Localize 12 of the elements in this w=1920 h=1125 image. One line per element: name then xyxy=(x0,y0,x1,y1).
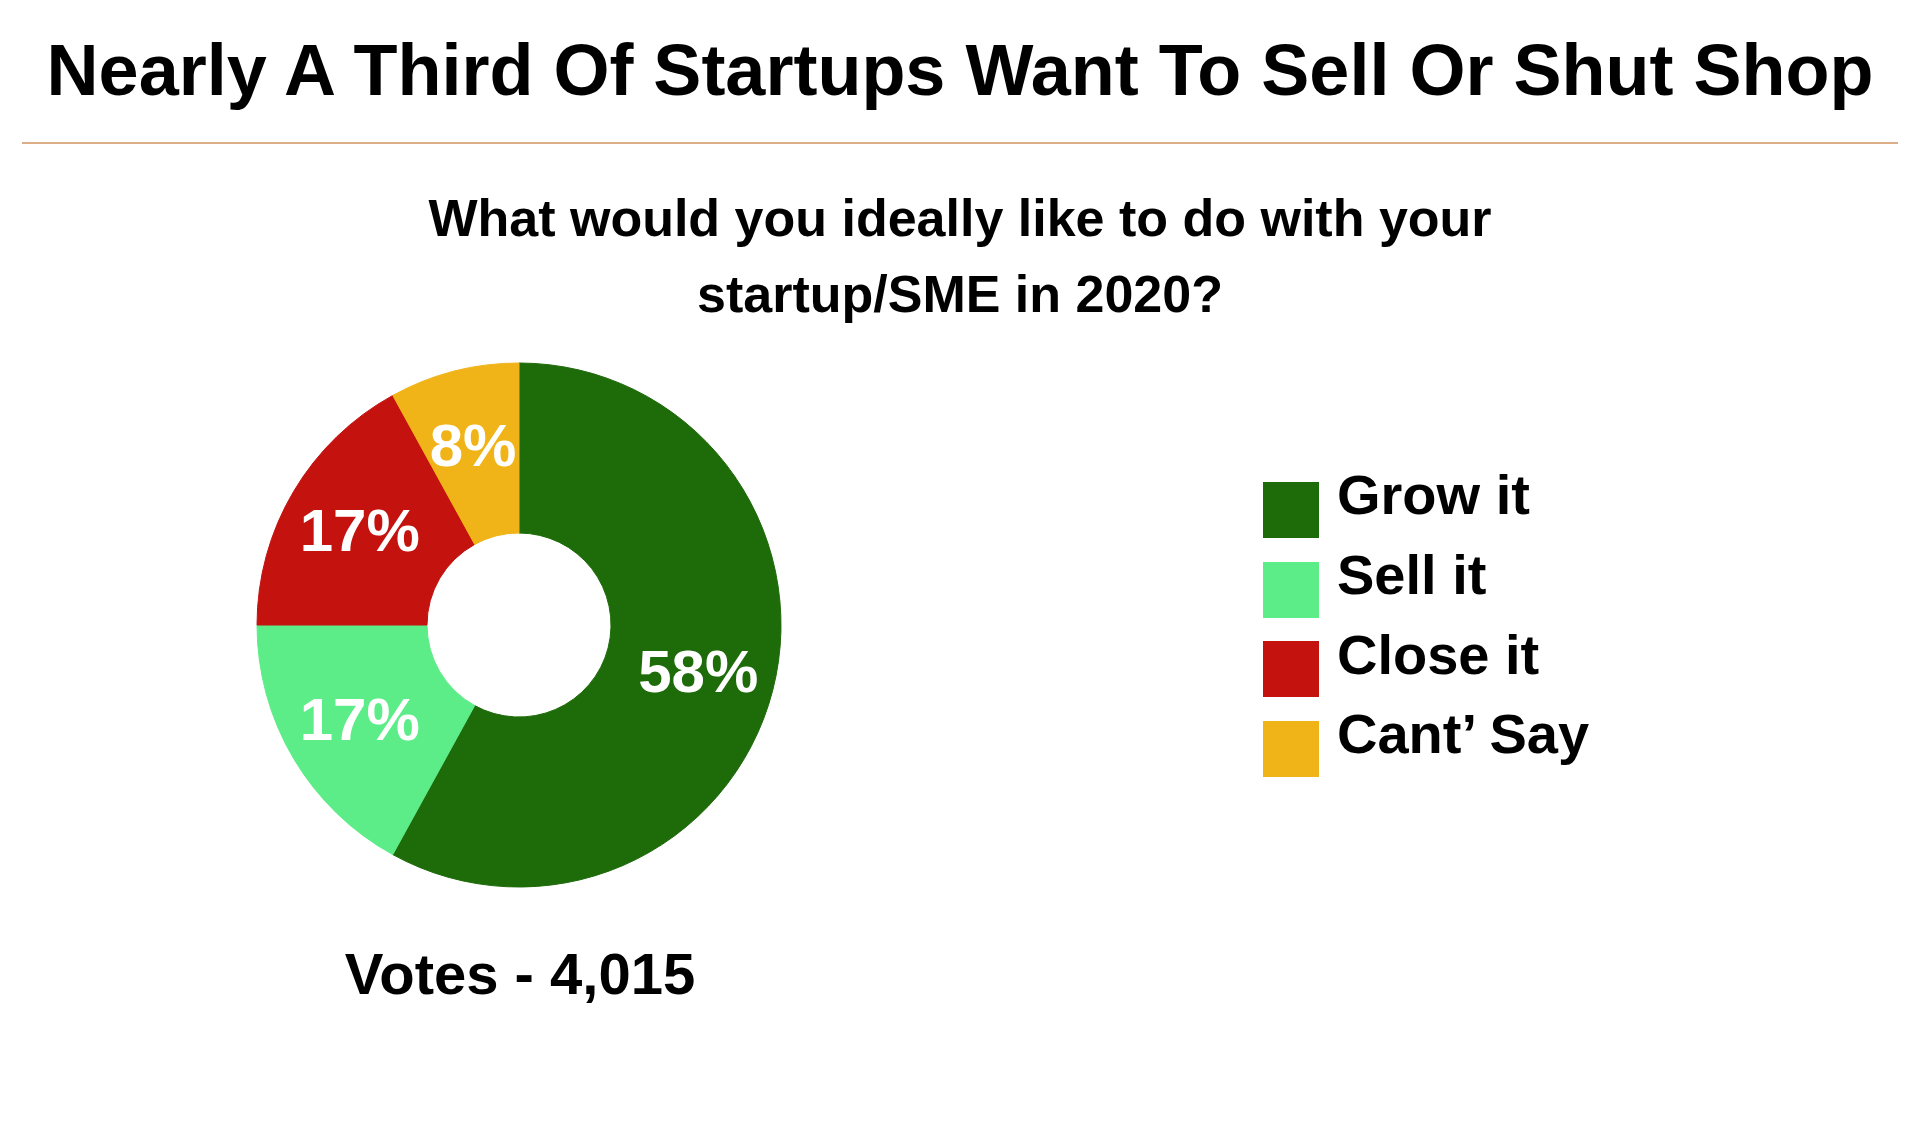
donut-slice xyxy=(256,624,476,856)
legend-label: Sell it xyxy=(1337,542,1487,606)
legend-label: Close it xyxy=(1337,622,1540,686)
text: Votes - 4,015 xyxy=(344,941,696,1006)
legend-label: Cant’ Say xyxy=(1337,702,1590,766)
legend-label: Grow it xyxy=(1337,463,1530,526)
data-label: 8% xyxy=(429,412,517,480)
chart-title: Nearly A Third Of Startups Want To Sell Or Shut Shop xyxy=(46,30,1874,110)
data-label: 17% xyxy=(299,685,420,753)
data-label: 17% xyxy=(299,497,420,565)
data-label: 58% xyxy=(638,637,759,705)
chart-subtitle: What would you ideally like to do with your startup/SME in 2020? xyxy=(428,189,1492,323)
